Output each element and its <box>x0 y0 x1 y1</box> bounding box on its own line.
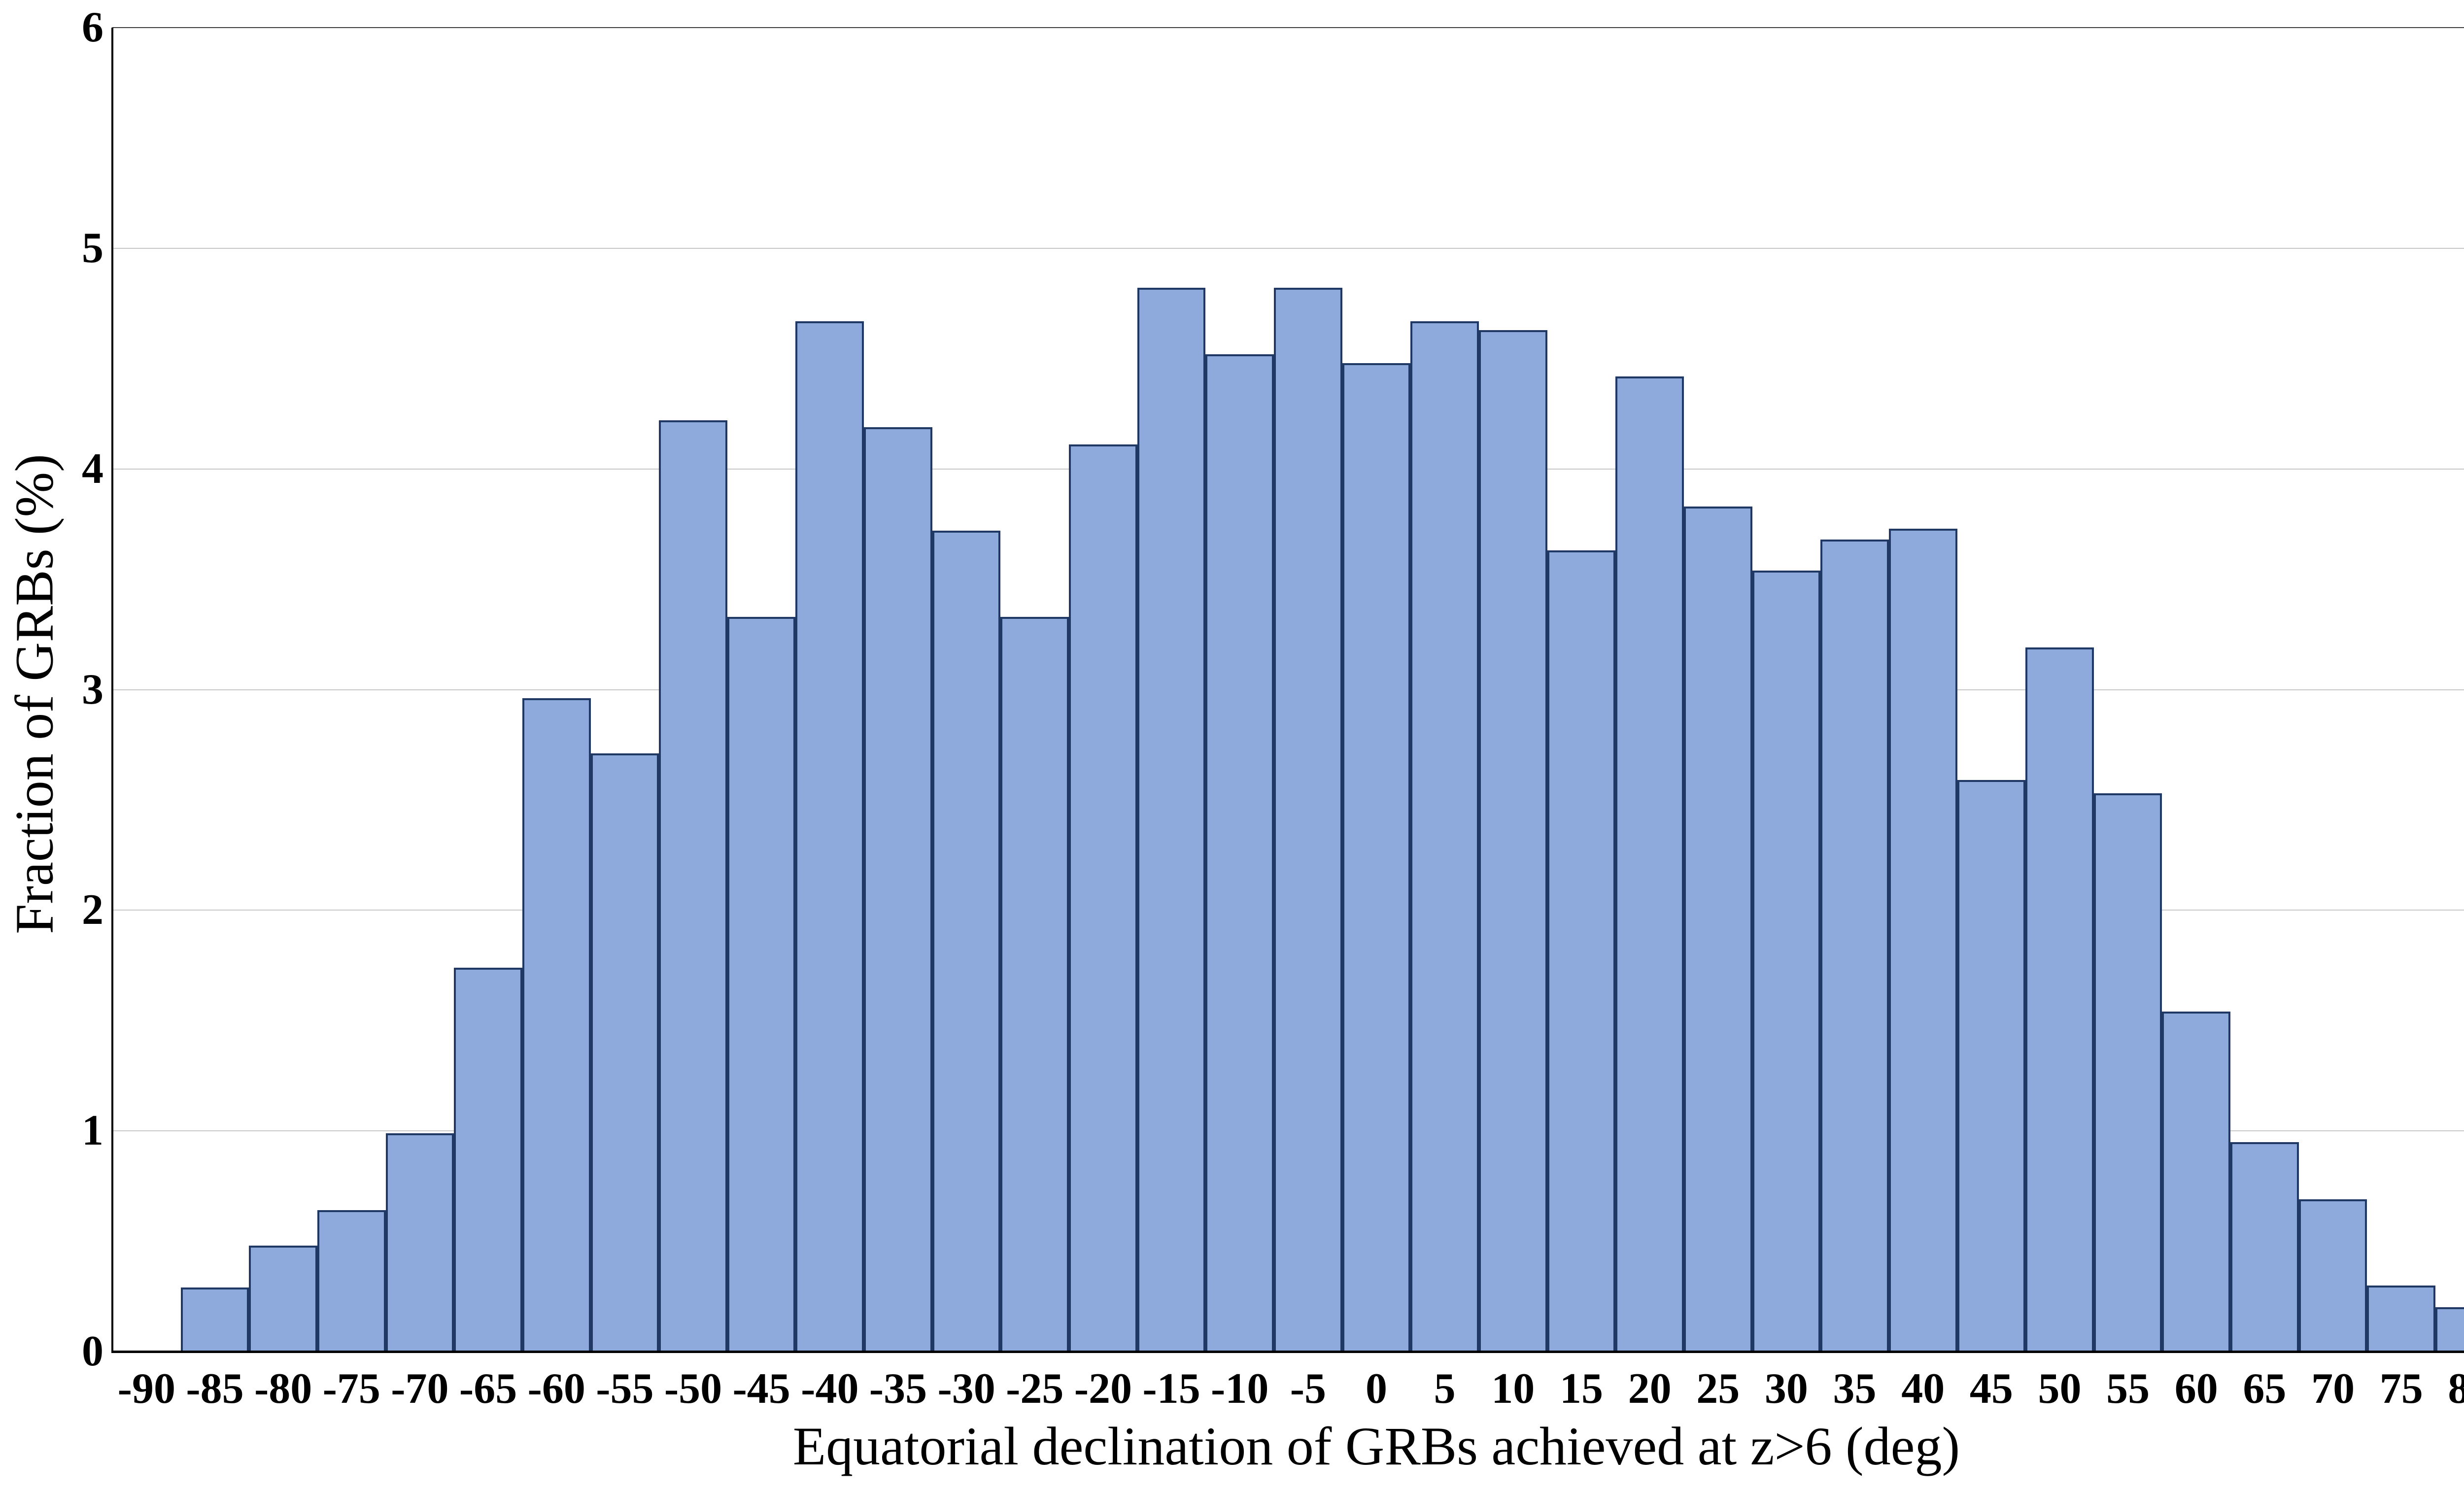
x-tick-label-35: 35 <box>1833 1365 1877 1413</box>
histogram-bar-20 <box>1615 376 1684 1352</box>
histogram-bar-70 <box>2298 1199 2367 1352</box>
x-tick-label-60: 60 <box>2174 1365 2218 1413</box>
y-tick-label-2: 2 <box>82 886 103 934</box>
x-tick-label--65: -65 <box>459 1365 517 1413</box>
x-tick-label-5: 5 <box>1434 1365 1456 1413</box>
histogram-bar--60 <box>522 698 591 1352</box>
histogram-bar--50 <box>659 420 727 1352</box>
histogram-bar--10 <box>1205 354 1274 1352</box>
histogram-bar--55 <box>590 753 659 1352</box>
x-tick-label--90: -90 <box>117 1365 175 1413</box>
histogram-bar-65 <box>2230 1142 2299 1352</box>
x-tick-label--55: -55 <box>596 1365 654 1413</box>
histogram-bar--30 <box>932 531 1001 1352</box>
x-tick-label--10: -10 <box>1211 1365 1269 1413</box>
x-tick-label--70: -70 <box>391 1365 449 1413</box>
x-tick-label--5: -5 <box>1290 1365 1326 1413</box>
x-tick-label-15: 15 <box>1559 1365 1603 1413</box>
histogram-bar-5 <box>1410 321 1479 1352</box>
x-tick-label-30: 30 <box>1764 1365 1808 1413</box>
gridline-y-5 <box>112 247 2464 249</box>
x-tick-label-80: 80 <box>2448 1365 2464 1413</box>
x-tick-label-50: 50 <box>2038 1365 2082 1413</box>
histogram-bar--85 <box>180 1287 249 1352</box>
x-tick-label--15: -15 <box>1142 1365 1200 1413</box>
histogram-bar-50 <box>2025 647 2094 1352</box>
x-tick-label-70: 70 <box>2311 1365 2355 1413</box>
histogram-bar--45 <box>727 616 796 1352</box>
x-tick-label-20: 20 <box>1628 1365 1672 1413</box>
histogram-bar-10 <box>1478 330 1547 1352</box>
x-tick-label--40: -40 <box>801 1365 859 1413</box>
histogram-bar--5 <box>1274 288 1342 1352</box>
histogram-bar--40 <box>795 321 864 1352</box>
gridline-y-6 <box>112 27 2464 28</box>
histogram-bar-60 <box>2162 1012 2231 1352</box>
x-tick-label-75: 75 <box>2379 1365 2423 1413</box>
histogram-bar--15 <box>1137 288 1206 1352</box>
x-axis-line <box>111 1351 2464 1353</box>
x-tick-label--20: -20 <box>1074 1365 1132 1413</box>
histogram-bar-55 <box>2093 793 2162 1352</box>
histogram-bar--75 <box>317 1210 386 1352</box>
y-tick-label-5: 5 <box>82 224 103 272</box>
x-tick-label-65: 65 <box>2243 1365 2287 1413</box>
histogram-bar-30 <box>1752 570 1821 1352</box>
histogram-bar--70 <box>385 1133 454 1352</box>
y-axis-line <box>111 28 113 1352</box>
histogram-bar-75 <box>2367 1285 2436 1352</box>
histogram-bar-35 <box>1820 539 1889 1352</box>
x-tick-label-55: 55 <box>2106 1365 2150 1413</box>
x-tick-label-40: 40 <box>1901 1365 1945 1413</box>
x-tick-label--75: -75 <box>322 1365 380 1413</box>
x-axis-title: Equatorial declination of GRBs achieved … <box>792 1416 1960 1476</box>
histogram-bar--35 <box>864 427 932 1352</box>
x-tick-label--80: -80 <box>254 1365 312 1413</box>
histogram-bar--25 <box>1000 616 1069 1352</box>
histogram-bar-25 <box>1683 506 1752 1352</box>
histogram-bar-15 <box>1547 550 1616 1352</box>
histogram-bar-80 <box>2435 1307 2464 1352</box>
histogram-bar-40 <box>1888 528 1957 1352</box>
y-tick-label-1: 1 <box>82 1107 103 1155</box>
x-tick-label-10: 10 <box>1491 1365 1535 1413</box>
x-tick-label--50: -50 <box>664 1365 722 1413</box>
histogram-bar--80 <box>249 1246 317 1352</box>
x-tick-label-0: 0 <box>1366 1365 1387 1413</box>
x-tick-label-45: 45 <box>1969 1365 2013 1413</box>
x-tick-label-25: 25 <box>1696 1365 1740 1413</box>
x-tick-label--60: -60 <box>527 1365 585 1413</box>
x-tick-label--30: -30 <box>937 1365 995 1413</box>
y-tick-label-3: 3 <box>82 665 103 713</box>
histogram-bar--65 <box>454 967 522 1352</box>
y-tick-label-0: 0 <box>82 1327 103 1375</box>
x-tick-label--25: -25 <box>1006 1365 1064 1413</box>
histogram-bar-0 <box>1342 363 1411 1352</box>
y-tick-label-4: 4 <box>82 444 103 493</box>
plot-area <box>111 27 2464 1353</box>
histogram-bar-45 <box>1957 780 2026 1352</box>
x-tick-label--35: -35 <box>869 1365 927 1413</box>
y-tick-label-6: 6 <box>82 3 103 51</box>
x-tick-label--45: -45 <box>732 1365 790 1413</box>
histogram-bar--20 <box>1069 444 1137 1352</box>
x-tick-label--85: -85 <box>186 1365 244 1413</box>
